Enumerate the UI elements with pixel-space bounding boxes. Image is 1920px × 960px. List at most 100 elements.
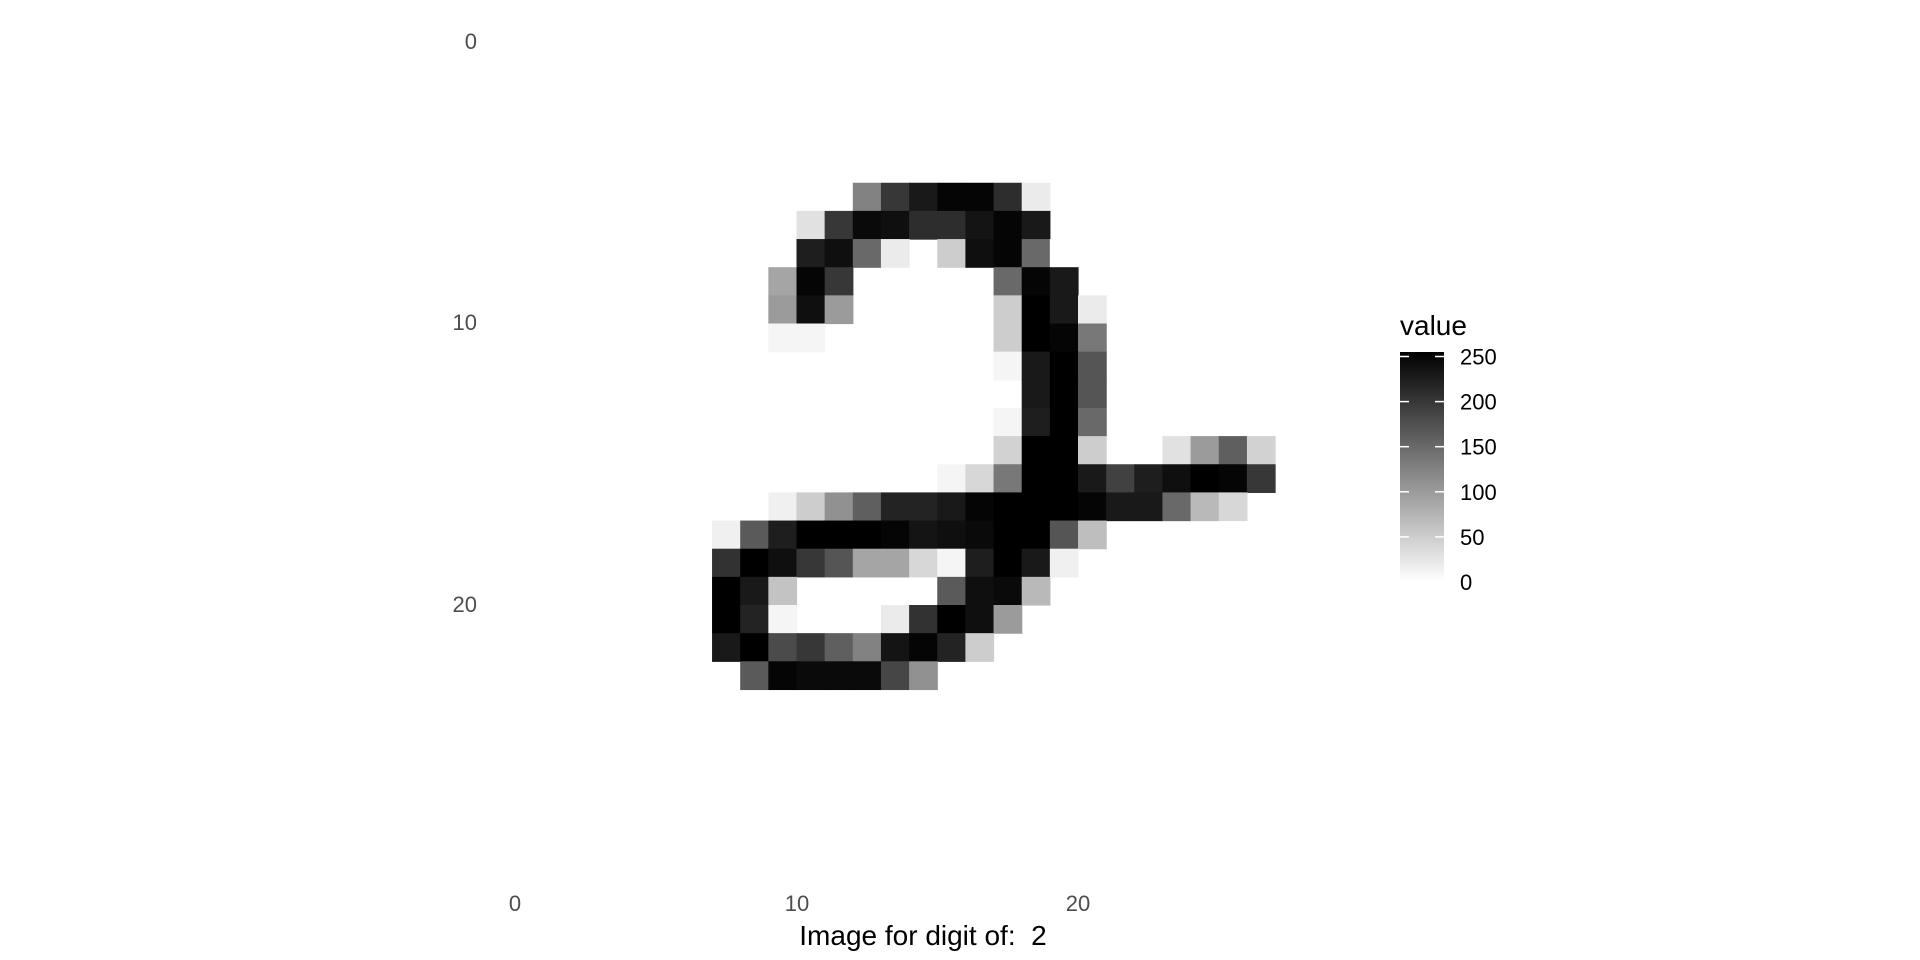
heatmap-tile: [993, 436, 1023, 465]
x-tick-label: 20: [1066, 891, 1090, 916]
heatmap-tile: [852, 492, 882, 522]
legend-label: 150: [1460, 435, 1497, 460]
heatmap-tile: [909, 661, 938, 691]
heatmap-tile: [1162, 464, 1192, 493]
heatmap-tile: [880, 661, 910, 691]
heatmap-tile: [937, 239, 966, 268]
heatmap-tile: [1190, 492, 1220, 522]
heatmap-tile: [965, 239, 995, 268]
heatmap-tile: [796, 520, 826, 550]
heatmap-tile: [993, 239, 1023, 268]
heatmap-tile: [768, 576, 798, 606]
heatmap-tile: [852, 210, 882, 240]
heatmap-tile: [993, 407, 1023, 437]
heatmap-tile: [740, 576, 769, 606]
heatmap-tile: [768, 548, 798, 578]
heatmap-tile: [909, 492, 938, 522]
heatmap-tile: [880, 492, 910, 522]
heatmap-tile: [824, 239, 854, 268]
heatmap-tile: [1190, 436, 1220, 465]
legend-label: 200: [1460, 390, 1497, 415]
heatmap-tile: [993, 576, 1023, 606]
heatmap-tile: [937, 182, 966, 212]
heatmap-tile: [937, 464, 966, 493]
heatmap-tile: [993, 605, 1023, 634]
heatmap-tile: [1218, 492, 1248, 522]
x-tick-label: 0: [509, 891, 521, 916]
heatmap-tile: [909, 520, 938, 550]
heatmap-tile: [1134, 492, 1164, 522]
heatmap-tile: [712, 633, 741, 662]
heatmap-tile: [1106, 464, 1135, 493]
heatmap-tile: [1078, 379, 1107, 409]
heatmap-tile: [740, 661, 769, 691]
heatmap-tile: [768, 295, 798, 325]
heatmap-tile: [740, 605, 769, 634]
heatmap-tile: [937, 210, 966, 240]
heatmap-tile: [740, 633, 769, 662]
heatmap-tile: [1162, 492, 1192, 522]
legend-label: 250: [1460, 345, 1497, 370]
heatmap-tile: [965, 605, 995, 634]
heatmap-tile: [824, 295, 854, 325]
heatmap-tile: [1078, 520, 1107, 550]
heatmap-tile: [937, 576, 966, 606]
legend-label: 100: [1460, 480, 1497, 505]
heatmap-tile: [1049, 520, 1079, 550]
heatmap-tile: [796, 295, 826, 325]
heatmap-tile: [937, 605, 966, 634]
heatmap-tile: [824, 520, 854, 550]
heatmap-tile: [993, 520, 1023, 550]
heatmap-tile: [824, 633, 854, 662]
heatmap-tile: [1021, 407, 1051, 437]
heatmap-tile: [1078, 436, 1107, 465]
heatmap-tile: [909, 182, 938, 212]
heatmap-tile: [1049, 436, 1079, 465]
heatmap-tile: [1021, 267, 1051, 296]
y-tick-label: 20: [453, 592, 477, 617]
legend-title: value: [1400, 310, 1467, 341]
heatmap-tile: [768, 492, 798, 522]
heatmap-tile: [909, 548, 938, 578]
heatmap-tile: [965, 633, 995, 662]
heatmap-tile: [1106, 492, 1135, 522]
heatmap-tiles: [712, 182, 1276, 691]
heatmap-tile: [1021, 436, 1051, 465]
y-axis: 0 10 20: [453, 29, 477, 617]
heatmap-tile: [965, 548, 995, 578]
heatmap-tile: [1021, 520, 1051, 550]
heatmap-tile: [909, 605, 938, 634]
legend-colorbar: [1400, 352, 1444, 582]
heatmap-tile: [993, 295, 1023, 325]
heatmap-tile: [740, 548, 769, 578]
heatmap-tile: [937, 633, 966, 662]
legend-ticks: [1400, 355, 1444, 583]
heatmap-tile: [1021, 548, 1051, 578]
heatmap-tile: [852, 548, 882, 578]
heatmap-tile: [880, 633, 910, 662]
heatmap-tile: [965, 576, 995, 606]
heatmap-tile: [796, 210, 826, 240]
y-tick-label: 0: [465, 29, 477, 54]
heatmap-tile: [965, 464, 995, 493]
heatmap-tile: [712, 576, 741, 606]
heatmap-tile: [1078, 464, 1107, 493]
heatmap-tile: [1134, 464, 1164, 493]
heatmap-tile: [909, 633, 938, 662]
heatmap-tile: [768, 633, 798, 662]
heatmap-tile: [824, 267, 854, 296]
heatmap-tile: [880, 210, 910, 240]
heatmap-tile: [1218, 436, 1248, 465]
heatmap-tile: [768, 661, 798, 691]
heatmap-tile: [712, 605, 741, 634]
heatmap-tile: [852, 661, 882, 691]
heatmap-tile: [1049, 323, 1079, 353]
heatmap-tile: [1021, 576, 1051, 606]
heatmap-tile: [1078, 492, 1107, 522]
heatmap-tile: [880, 239, 910, 268]
heatmap-tile: [1049, 492, 1079, 522]
heatmap-tile: [796, 267, 826, 296]
heatmap-tile: [965, 210, 995, 240]
heatmap-tile: [768, 323, 798, 353]
